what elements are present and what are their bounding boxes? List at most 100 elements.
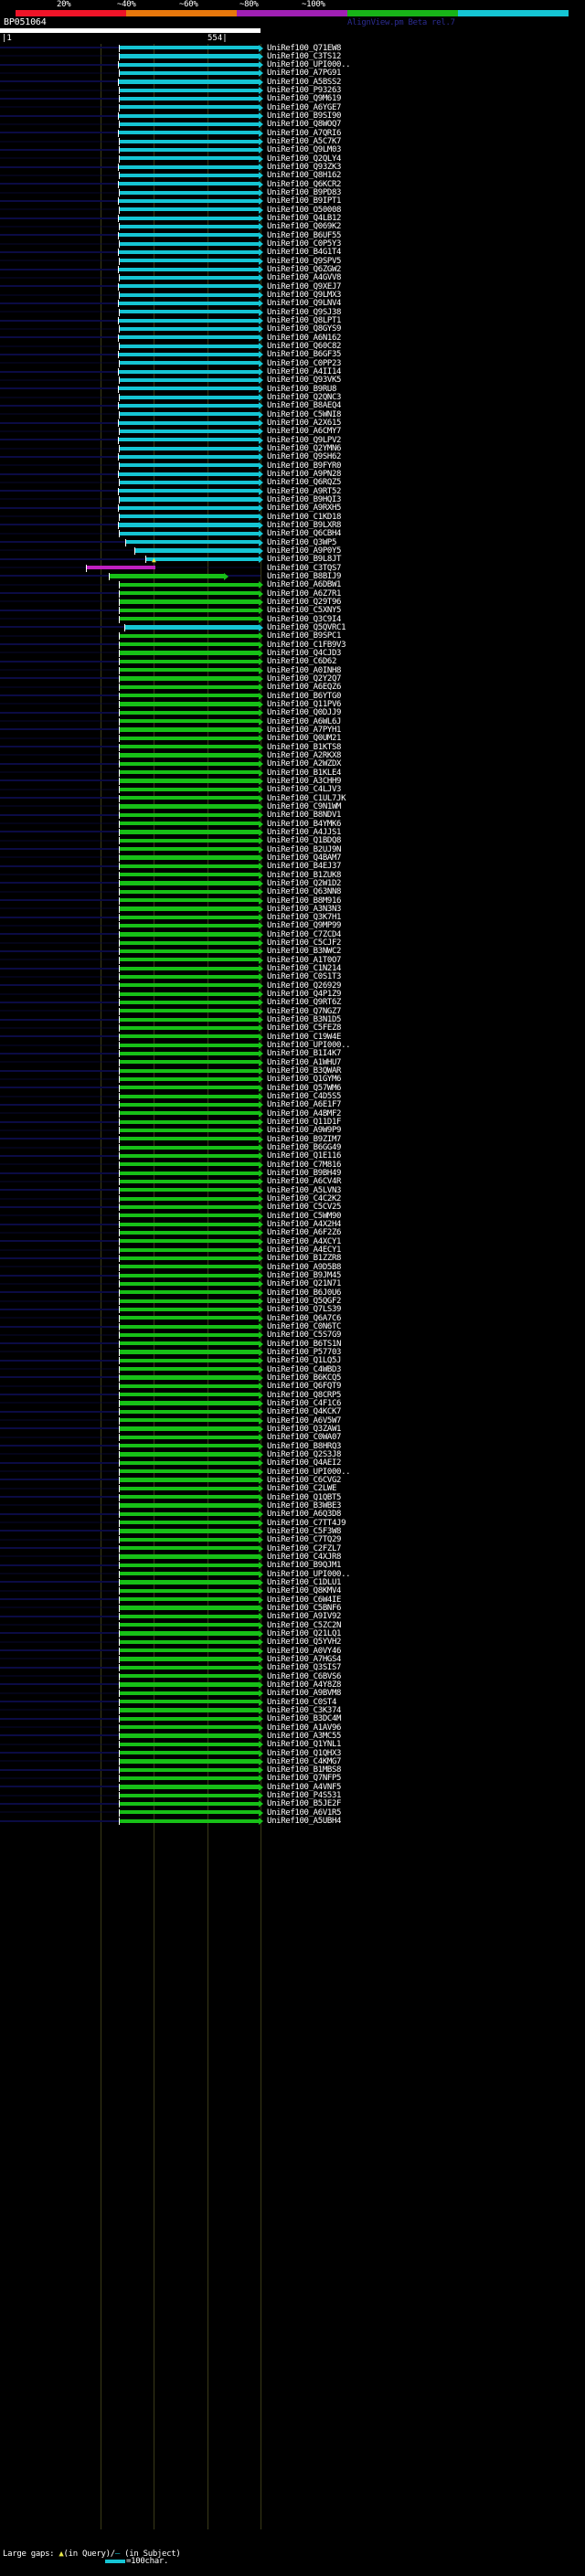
hit-label[interactable]: UniRef100_C5S7G9 [267,1330,342,1341]
table-row[interactable]: UniRef100_C1KD18 [0,513,585,522]
table-row[interactable]: UniRef100_A1WHU7 [0,1058,585,1067]
alignment-hsp-bar[interactable] [120,275,259,281]
hit-label[interactable]: UniRef100_Q9LM03 [267,145,342,155]
hit-label[interactable]: UniRef100_A2WZDX [267,759,342,769]
table-row[interactable]: UniRef100_A6F2Z6 [0,1228,585,1238]
hit-label[interactable]: UniRef100_B9PD83 [267,188,342,198]
table-row[interactable]: UniRef100_Q9LPV2 [0,436,585,445]
hit-label[interactable]: UniRef100_B9BH49 [267,1169,342,1179]
alignment-hsp-bar[interactable] [120,361,259,366]
table-row[interactable]: UniRef100_Q9MP99 [0,921,585,930]
alignment-hsp-bar[interactable] [119,454,259,460]
table-row[interactable]: UniRef100_C2FZL7 [0,1544,585,1553]
table-row[interactable]: UniRef100_A7PG91 [0,69,585,78]
alignment-hsp-bar[interactable] [120,770,259,775]
alignment-hsp-bar[interactable] [120,1521,259,1525]
alignment-hsp-bar[interactable] [119,472,259,476]
hit-label[interactable]: UniRef100_A6F2Z6 [267,1228,342,1238]
alignment-hsp-bar[interactable] [120,259,259,263]
alignment-hsp-bar[interactable] [120,684,259,689]
hit-label[interactable]: UniRef100_Q3SIS7 [267,1663,342,1673]
alignment-hsp-bar[interactable] [126,540,259,545]
hit-label[interactable]: UniRef100_A4VNF5 [267,1782,342,1792]
table-row[interactable]: UniRef100_P4S531 [0,1791,585,1800]
table-row[interactable]: UniRef100_A1AV96 [0,1723,585,1733]
table-row[interactable]: UniRef100_A9PN28 [0,470,585,479]
table-row[interactable]: UniRef100_C4F1C6 [0,1399,585,1408]
alignment-hsp-bar[interactable] [120,651,259,655]
alignment-hsp-bar[interactable] [120,1086,259,1090]
hit-label[interactable]: UniRef100_A7PG91 [267,69,342,79]
alignment-hsp-bar[interactable] [119,249,259,255]
alignment-hsp-bar[interactable] [120,463,259,468]
hit-label[interactable]: UniRef100_Q4LB12 [267,214,342,224]
hit-label[interactable]: UniRef100_A4GVV8 [267,273,342,283]
hit-label[interactable]: UniRef100_C3TQS7 [267,563,342,573]
alignment-hsp-bar[interactable] [120,617,259,621]
alignment-hsp-bar[interactable] [120,1495,259,1500]
alignment-hsp-bar[interactable] [119,198,259,204]
table-row[interactable]: UniRef100_B9IPT1 [0,196,585,206]
table-row[interactable]: UniRef100_A5BSS2 [0,78,585,87]
table-row[interactable]: UniRef100_B6GF35 [0,350,585,359]
alignment-hsp-bar[interactable] [120,1393,259,1397]
hit-label[interactable]: UniRef100_B9L8JT [267,555,342,565]
table-row[interactable]: UniRef100_C5WM90 [0,1212,585,1221]
alignment-hsp-bar[interactable] [120,1733,259,1738]
hit-label[interactable]: UniRef100_B9FYR0 [267,461,342,471]
alignment-hsp-bar[interactable] [120,1153,259,1159]
alignment-hsp-bar[interactable] [120,1137,259,1141]
alignment-hsp-bar[interactable] [120,122,259,127]
alignment-hsp-bar[interactable] [119,387,259,391]
alignment-hsp-bar[interactable] [120,898,259,903]
table-row[interactable]: UniRef100_B5JE2F [0,1799,585,1808]
hit-label[interactable]: UniRef100_C6W4IE [267,1595,342,1605]
table-row[interactable]: UniRef100_C4KMG7 [0,1757,585,1766]
table-row[interactable]: UniRef100_A5UBH4 [0,1817,585,1826]
hit-label[interactable]: UniRef100_A6DBW1 [267,580,342,590]
alignment-hsp-bar[interactable] [120,642,259,647]
hit-label[interactable]: UniRef100_Q6ZGW2 [267,265,342,275]
hit-label[interactable]: UniRef100_Q1QHX3 [267,1748,342,1758]
hit-label[interactable]: UniRef100_C0ST4 [267,1697,337,1707]
hit-label[interactable]: UniRef100_B6GG49 [267,1143,342,1153]
alignment-hsp-bar[interactable] [120,1435,259,1439]
hit-label[interactable]: UniRef100_A6CMY7 [267,427,342,437]
alignment-hsp-bar[interactable] [120,1742,259,1746]
alignment-hsp-bar[interactable] [120,1503,259,1508]
alignment-hsp-bar[interactable] [120,1214,259,1218]
hit-label[interactable]: UniRef100_C7M816 [267,1160,342,1170]
hit-label[interactable]: UniRef100_Q9LNV4 [267,299,342,309]
table-row[interactable]: UniRef100_A9P0Y5 [0,546,585,556]
table-row[interactable]: UniRef100_A2X615 [0,419,585,428]
alignment-hsp-bar[interactable] [120,779,259,783]
table-row[interactable]: UniRef100_C0P5Y3 [0,239,585,249]
hit-label[interactable]: UniRef100_UPI000.. [267,1041,351,1051]
hit-label[interactable]: UniRef100_Q71EW8 [267,43,342,53]
hit-label[interactable]: UniRef100_Q3K7H1 [267,913,342,923]
alignment-hsp-bar[interactable] [120,224,259,229]
alignment-hsp-bar[interactable] [120,1776,259,1781]
table-row[interactable]: UniRef100_B4YMK6 [0,820,585,829]
hit-label[interactable]: UniRef100_B3DC4M [267,1714,342,1724]
table-row[interactable]: UniRef100_C5CV25 [0,1203,585,1212]
alignment-hsp-bar[interactable] [120,1281,259,1287]
table-row[interactable]: UniRef100_Q1BDQ8 [0,836,585,845]
table-row[interactable]: UniRef100_Q71EW8 [0,43,585,53]
hit-label[interactable]: UniRef100_O50008 [267,205,342,215]
hit-label[interactable]: UniRef100_C4LJV3 [267,785,342,795]
table-row[interactable]: UniRef100_A9BVM8 [0,1689,585,1698]
hit-label[interactable]: UniRef100_Q9M619 [267,94,342,104]
table-row[interactable]: UniRef100_UPI000.. [0,1468,585,1477]
alignment-hsp-bar[interactable] [119,403,259,408]
hit-label[interactable]: UniRef100_B1MBS8 [267,1765,342,1776]
hit-label[interactable]: UniRef100_Q8GYS9 [267,324,342,334]
alignment-hsp-bar[interactable] [120,1682,259,1687]
table-row[interactable]: UniRef100_A2WZDX [0,759,585,769]
table-row[interactable]: UniRef100_B9LXR8 [0,521,585,530]
table-row[interactable]: UniRef100_Q3C9I4 [0,615,585,624]
alignment-hsp-bar[interactable] [87,566,155,570]
hit-label[interactable]: UniRef100_A9D5B8 [267,1262,342,1272]
table-row[interactable]: UniRef100_Q3K7H1 [0,913,585,923]
hit-label[interactable]: UniRef100_Q4P1Z9 [267,990,342,1000]
